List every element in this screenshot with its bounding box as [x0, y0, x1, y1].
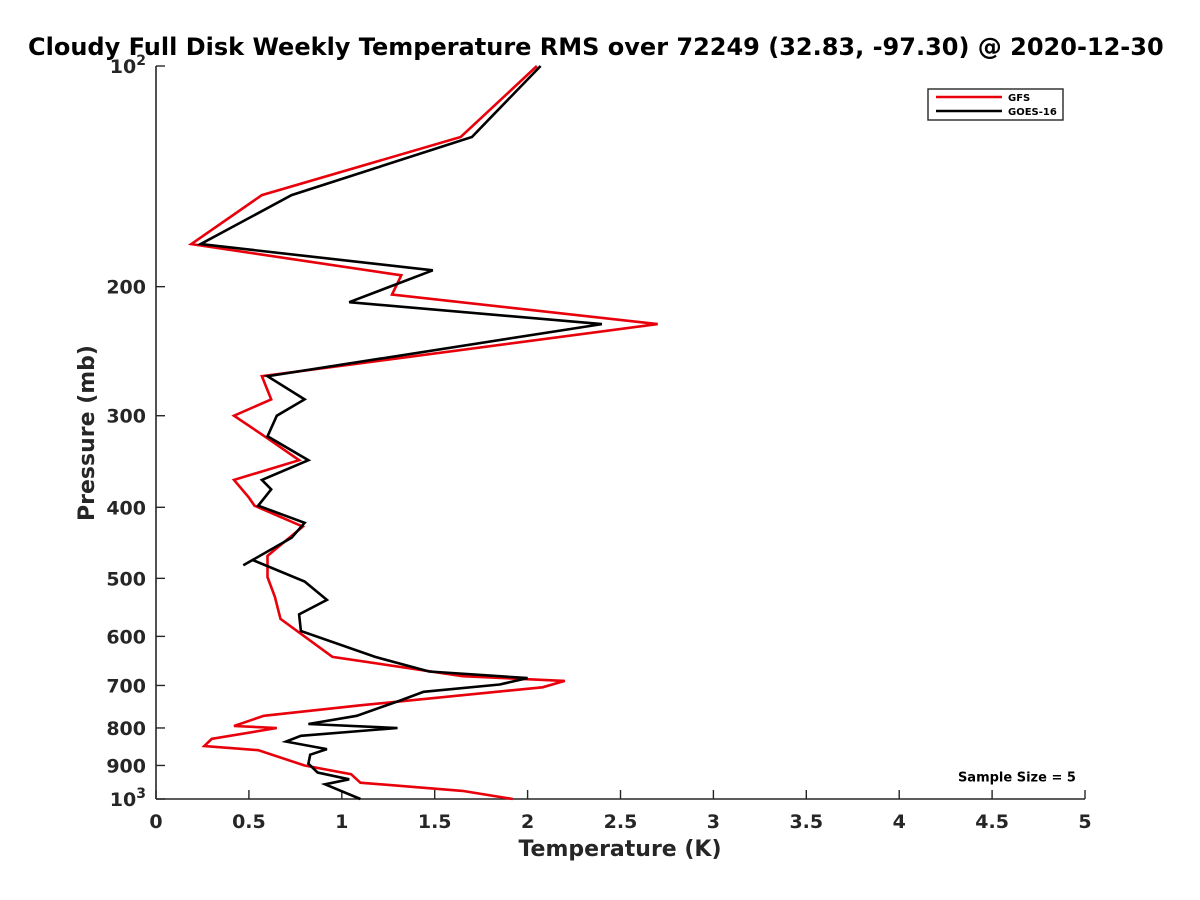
legend-box [927, 88, 1064, 121]
x-tick-label: 1 [335, 811, 348, 833]
x-tick-label: 4 [893, 811, 906, 833]
y-tick-label: 103 [110, 786, 146, 811]
plot-area: 0 0.5 1 1.5 2 2.5 3 3.5 4 4.5 5 102 200 300 400 500 600 7… [106, 53, 1091, 833]
y-axis-label: Pressure (mb) [75, 345, 100, 521]
series-line-gfs [187, 65, 658, 801]
y-tick-label: 900 [106, 755, 146, 777]
x-tick-label: 5 [1078, 811, 1091, 833]
x-tick-label: 2 [521, 811, 534, 833]
legend-label: GOES-16 [1008, 107, 1057, 118]
x-tick-label: 1.5 [418, 811, 452, 833]
y-tick-label: 102 [110, 53, 146, 78]
y-tick-label: 300 [106, 406, 146, 428]
x-axis-label: Temperature (K) [518, 837, 721, 862]
y-tick-label: 500 [106, 568, 146, 590]
y-tick-label: 800 [106, 718, 146, 740]
y-tick-label: 700 [106, 675, 146, 697]
y-tick-label: 600 [106, 626, 146, 648]
y-tick-label: 200 [106, 277, 146, 299]
x-tick-label: 4.5 [975, 811, 1009, 833]
y-tick-label: 400 [106, 497, 146, 519]
x-tick-label: 2.5 [604, 811, 638, 833]
x-tick-label: 0.5 [232, 811, 266, 833]
legend-label: GFS [1008, 93, 1030, 104]
series-line-goes-16 [196, 65, 603, 801]
chart-title: Cloudy Full Disk Weekly Temperature RMS … [28, 33, 1164, 61]
x-tick-label: 3.5 [789, 811, 823, 833]
sample-size-annotation: Sample Size = 5 [958, 770, 1076, 785]
legend: GFS GOES-16 [927, 88, 1064, 121]
x-tick-label: 3 [707, 811, 720, 833]
x-tick-label: 0 [149, 811, 162, 833]
